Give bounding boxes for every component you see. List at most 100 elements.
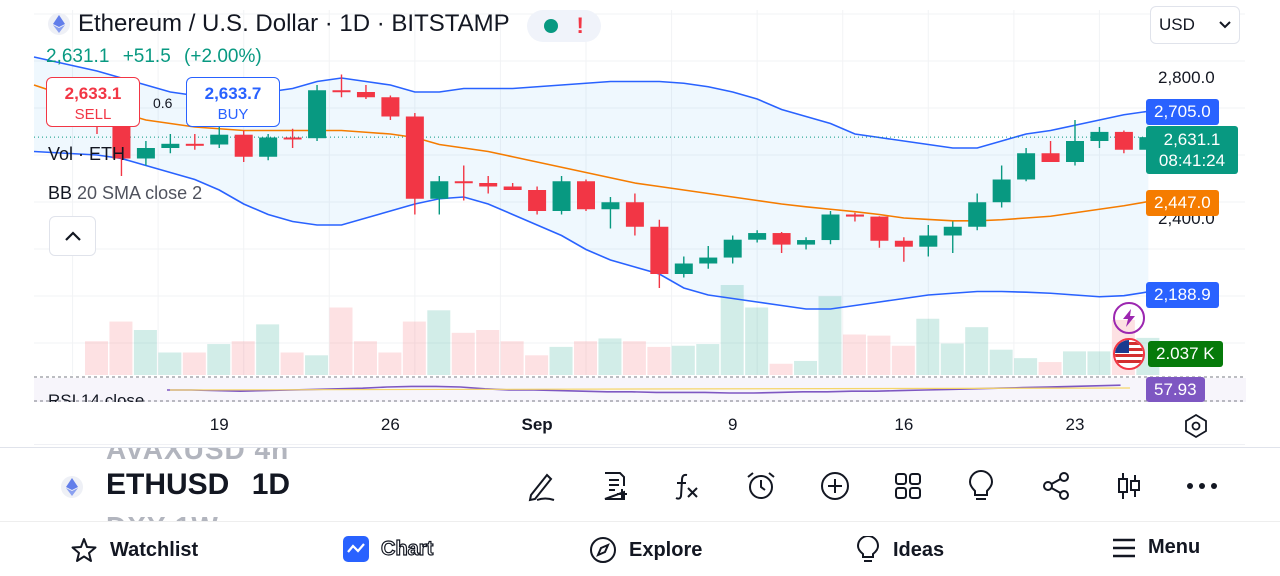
volume-bar	[647, 346, 671, 375]
volume-bar	[842, 334, 866, 375]
nav-explore-label: Explore	[629, 538, 703, 561]
bb-basis-tag: 2,447.0	[1146, 190, 1219, 216]
symbol-interval: 1D	[251, 468, 291, 501]
nav-menu-label: Menu	[1148, 536, 1201, 558]
ideas-tool-button[interactable]	[961, 466, 1001, 506]
price-chart[interactable]	[0, 0, 1280, 445]
add-button[interactable]	[815, 466, 855, 506]
previous-symbol[interactable]: AVAXUSD 4h	[106, 448, 289, 462]
more-button[interactable]	[1182, 466, 1222, 506]
candle-body	[479, 183, 498, 187]
bb-lower-line	[33, 150, 1149, 310]
nav-watchlist[interactable]: Watchlist	[70, 536, 198, 564]
chart-settings-icon[interactable]	[1183, 413, 1209, 444]
candle-body	[185, 143, 204, 146]
candle-body	[625, 202, 644, 227]
time-tick-label: Sep	[521, 415, 553, 434]
volume-bar	[696, 344, 720, 375]
nav-chart-label: Chart	[380, 537, 434, 560]
nav-watchlist-label: Watchlist	[110, 538, 199, 561]
nav-ideas-label: Ideas	[893, 538, 945, 561]
bb-legend-name: BB	[48, 183, 73, 203]
next-symbol[interactable]: DXY 1W	[106, 508, 219, 522]
symbol-header[interactable]: Ethereum / U.S. Dollar · 1D · BITSTAMP	[48, 10, 510, 38]
last-price-tag: 2,631.1 08:41:24	[1146, 126, 1238, 174]
candle-body	[430, 181, 449, 199]
volume-bar	[476, 330, 500, 375]
nav-chart[interactable]: Chart	[343, 536, 434, 562]
layout-button[interactable]	[888, 466, 928, 506]
candle-body	[577, 181, 595, 210]
add-note-button[interactable]	[596, 466, 636, 506]
volume-bar	[158, 352, 182, 375]
buy-button[interactable]: 2,633.7 BUY	[186, 77, 280, 127]
volume-bar	[720, 285, 744, 375]
indicators-button[interactable]	[666, 466, 706, 506]
symbol-toolbar[interactable]: AVAXUSD 4h ETHUSD 1D DXY 1W	[0, 447, 1280, 522]
drawing-tool-button[interactable]	[520, 466, 560, 506]
volume-bar	[1063, 351, 1086, 375]
candle-body	[136, 148, 155, 159]
currency-select[interactable]: USD	[1150, 6, 1240, 44]
volume-bar	[940, 343, 964, 375]
candle-body	[1066, 141, 1084, 162]
volume-legend[interactable]: Vol · ETH	[48, 144, 126, 164]
last-price: 2,631.1	[46, 46, 110, 67]
plus-circle-icon	[821, 472, 849, 500]
volume-bar	[231, 341, 255, 375]
volume-bar	[622, 341, 646, 375]
candle-body	[821, 214, 840, 241]
volume-bar	[525, 355, 549, 375]
nav-ideas[interactable]: Ideas	[855, 536, 944, 564]
volume-bar	[965, 327, 989, 375]
bb-legend[interactable]: BB 20 SMA close 2	[48, 183, 202, 204]
lightning-icon[interactable]	[1113, 302, 1145, 334]
volume-bar	[989, 349, 1013, 375]
alert-icon: !	[576, 13, 584, 38]
sell-price: 2,633.1	[64, 84, 122, 103]
volume-bar	[1038, 362, 1062, 375]
rsi-legend[interactable]: RSI 14 close	[48, 391, 145, 402]
chevron-down-icon	[1219, 21, 1231, 29]
chart-type-button[interactable]	[1109, 466, 1149, 506]
candle-body	[503, 186, 522, 190]
alert-button[interactable]	[741, 466, 781, 506]
bb-upper-tag: 2,705.0	[1146, 99, 1219, 125]
symbol-name: ETHUSD	[106, 468, 230, 501]
share-button[interactable]	[1036, 466, 1076, 506]
price-change: +51.5	[122, 46, 171, 67]
chart-area[interactable]: Ethereum / U.S. Dollar · 1D · BITSTAMP !…	[0, 0, 1280, 445]
bottom-navigation: Watchlist Chart Explore Ideas Menu	[0, 521, 1280, 576]
candle-body	[308, 90, 327, 139]
market-status-pill[interactable]: !	[527, 10, 601, 42]
candle-body	[1114, 131, 1133, 150]
star-icon	[71, 538, 97, 562]
market-open-dot	[544, 19, 559, 33]
volume-bar	[427, 310, 451, 375]
rsi-ma-line	[169, 387, 1131, 391]
candle-body	[870, 216, 889, 241]
candle-body	[919, 235, 938, 247]
volume-bar	[353, 341, 377, 375]
nav-menu[interactable]: Menu	[1112, 536, 1200, 559]
candle-body	[332, 90, 351, 93]
time-tick-label: 9	[727, 415, 738, 434]
collapse-legend-button[interactable]	[49, 216, 96, 256]
sell-button[interactable]: 2,633.1 SELL	[46, 77, 140, 127]
hamburger-icon	[1113, 538, 1135, 557]
current-symbol[interactable]: ETHUSD 1D	[106, 468, 290, 502]
candle-body	[210, 134, 229, 145]
candle-body	[356, 92, 375, 98]
nav-explore[interactable]: Explore	[589, 536, 702, 564]
volume-bar	[305, 355, 329, 375]
lightbulb-icon	[968, 470, 994, 500]
candle-body	[381, 97, 400, 117]
bb-legend-params: 20 SMA close 2	[77, 183, 203, 203]
volume-bar	[1087, 351, 1111, 375]
volume-bar	[280, 352, 304, 375]
volume-tag: 2.037 K	[1148, 341, 1223, 367]
grid-icon	[895, 473, 921, 499]
us-flag-icon[interactable]	[1113, 338, 1145, 370]
price-change-pct: (+2.00%)	[184, 46, 262, 67]
time-tick-label: 16	[894, 415, 914, 434]
